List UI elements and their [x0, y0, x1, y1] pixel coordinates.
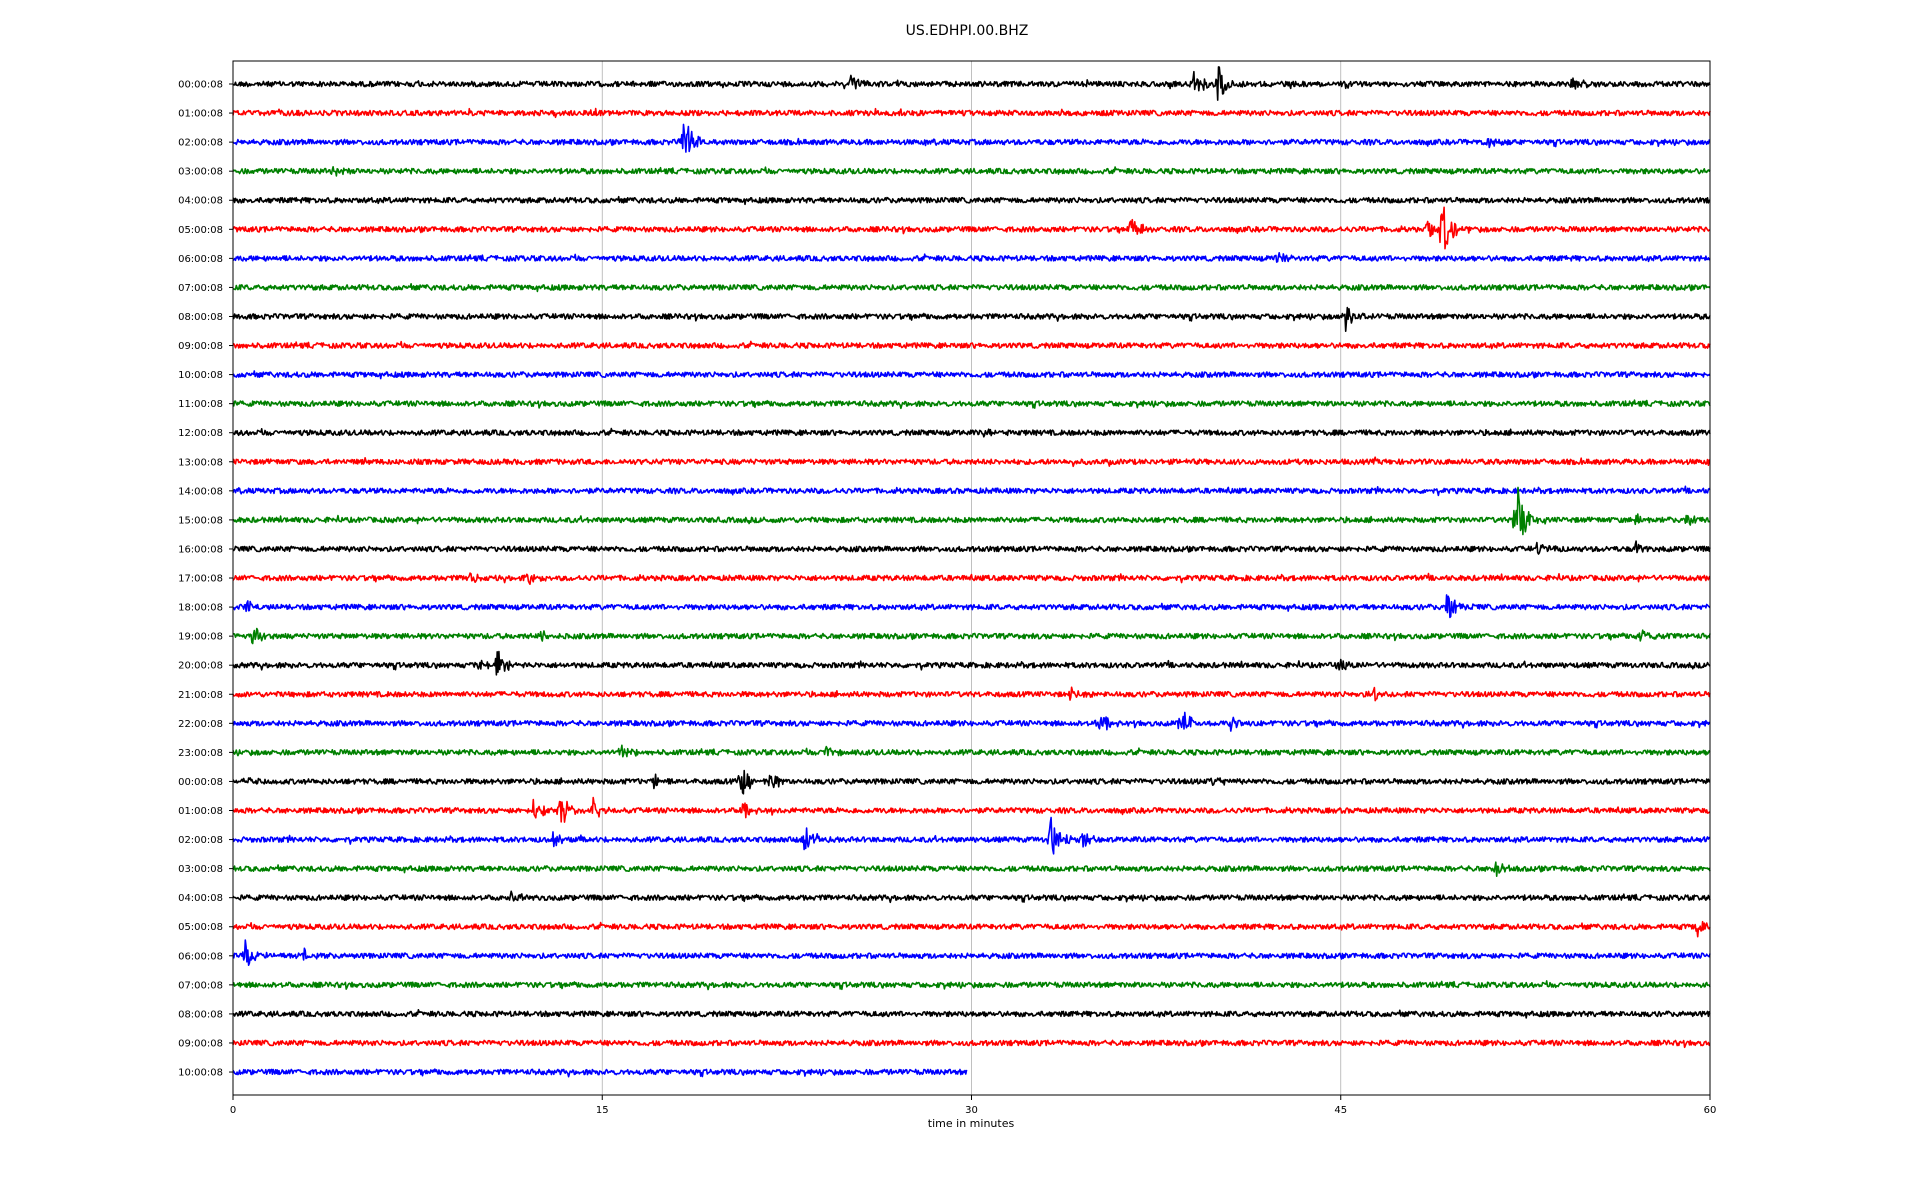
trace-time-label: 04:00:08: [178, 196, 223, 207]
trace-time-label: 16:00:08: [178, 544, 223, 555]
trace-line: [232, 540, 1711, 555]
trace-line: [232, 744, 1711, 758]
trace-line: [232, 340, 1711, 350]
trace-time-label: 06:00:08: [178, 951, 223, 962]
trace-line: [232, 1068, 968, 1078]
trace-time-label: 17:00:08: [178, 574, 223, 585]
trace-time-label: 11:00:08: [178, 399, 223, 410]
trace-line: [232, 107, 1711, 119]
trace-line: [232, 890, 1711, 904]
trace-time-label: 15:00:08: [178, 515, 223, 526]
trace-line: [232, 66, 1711, 101]
trace-time-label: 14:00:08: [178, 486, 223, 497]
trace-line: [232, 252, 1711, 263]
trace-time-label: 08:00:08: [178, 1009, 223, 1020]
trace-line: [232, 769, 1711, 795]
trace-line: [232, 572, 1711, 586]
trace-line: [232, 166, 1711, 177]
trace-time-label: 05:00:08: [178, 225, 223, 236]
trace-time-label: 03:00:08: [178, 864, 223, 875]
trace-time-label: 06:00:08: [178, 254, 223, 265]
trace-line: [232, 594, 1711, 619]
trace-line: [232, 796, 1711, 823]
trace-time-label: 18:00:08: [178, 603, 223, 614]
x-axis-label: time in minutes: [928, 1117, 1015, 1130]
trace-line: [232, 861, 1711, 878]
trace-line: [232, 920, 1711, 938]
trace-line: [232, 427, 1711, 438]
x-tick-label: 30: [965, 1105, 978, 1116]
trace-line: [232, 206, 1711, 250]
trace-line: [232, 939, 1711, 967]
trace-line: [232, 980, 1711, 991]
trace-time-label: 22:00:08: [178, 719, 223, 730]
trace-time-label: 07:00:08: [178, 980, 223, 991]
trace-time-label: 00:00:08: [178, 777, 223, 788]
trace-line: [233, 486, 1711, 536]
trace-time-label: 02:00:08: [178, 138, 223, 149]
trace-time-label: 05:00:08: [178, 922, 223, 933]
trace-line: [232, 370, 1711, 380]
trace-time-labels: 00:00:08 01:00:08 02:00:08 03:00:08 04:00:08…: [178, 80, 233, 1079]
chart-title: US.EDHPI.00.BHZ: [906, 23, 1029, 39]
x-tick-label: 15: [596, 1105, 609, 1116]
trace-time-label: 23:00:08: [178, 748, 223, 759]
trace-time-label: 13:00:08: [178, 457, 223, 468]
trace-line: [232, 816, 1711, 855]
trace-time-label: 20:00:08: [178, 661, 223, 672]
trace-line: [232, 282, 1711, 293]
trace-time-label: 09:00:08: [178, 341, 223, 352]
trace-time-label: 02:00:08: [178, 835, 223, 846]
trace-time-label: 01:00:08: [178, 109, 223, 120]
trace-time-label: 12:00:08: [178, 428, 223, 439]
x-axis-ticks: 0 15 30 45 60: [230, 1095, 1717, 1116]
x-tick-label: 45: [1334, 1105, 1347, 1116]
trace-line: [232, 195, 1711, 206]
trace-line: [232, 711, 1711, 732]
trace-line: [232, 686, 1711, 702]
trace-time-label: 21:00:08: [178, 690, 223, 701]
trace-group: [232, 66, 1711, 1078]
trace-line: [232, 650, 1711, 676]
trace-time-label: 07:00:08: [178, 283, 223, 294]
trace-time-label: 09:00:08: [178, 1038, 223, 1049]
x-tick-label: 0: [230, 1105, 236, 1116]
trace-line: [232, 485, 1711, 497]
trace-line: [232, 1039, 1711, 1049]
trace-line: [232, 399, 1711, 410]
trace-time-label: 01:00:08: [178, 806, 223, 817]
trace-time-label: 10:00:08: [178, 370, 223, 381]
trace-time-label: 10:00:08: [178, 1068, 223, 1079]
trace-line: [232, 1008, 1711, 1019]
trace-time-label: 00:00:08: [178, 80, 223, 91]
trace-time-label: 19:00:08: [178, 632, 223, 643]
trace-time-label: 04:00:08: [178, 893, 223, 904]
trace-line: [232, 306, 1711, 333]
trace-line: [232, 456, 1711, 468]
trace-time-label: 08:00:08: [178, 312, 223, 323]
trace-line: [232, 627, 1711, 645]
trace-time-label: 03:00:08: [178, 167, 223, 178]
x-tick-label: 60: [1704, 1105, 1717, 1116]
trace-line: [232, 123, 1711, 153]
